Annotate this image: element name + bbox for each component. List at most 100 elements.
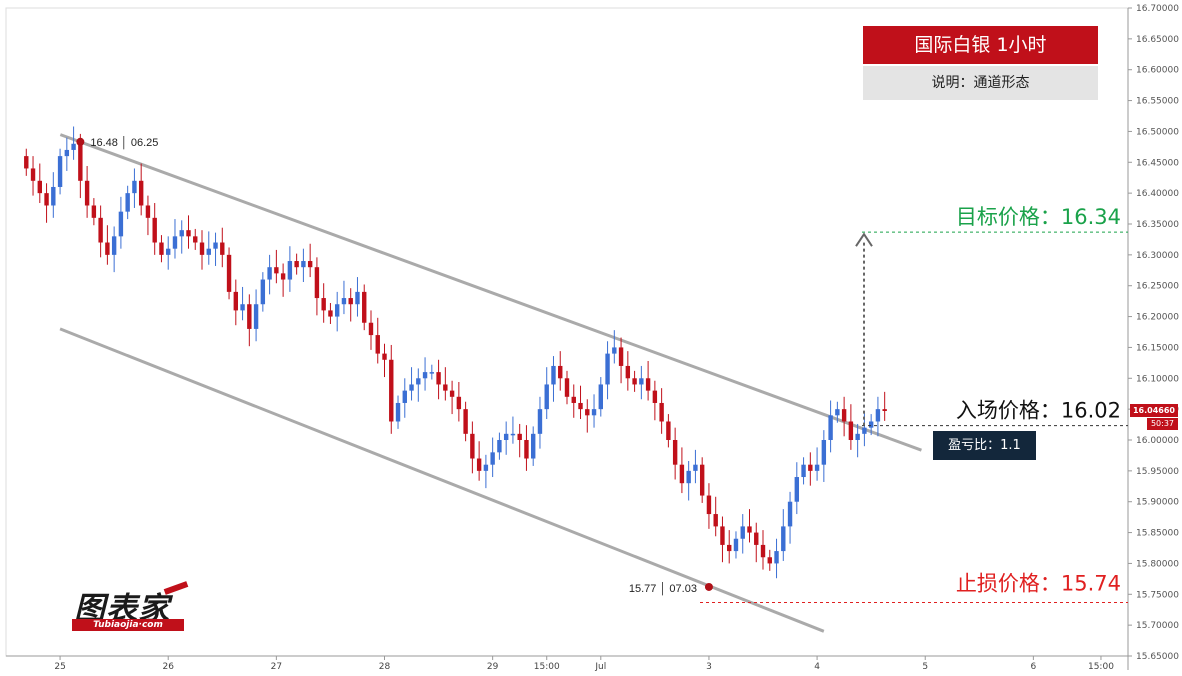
low-point-marker [704, 582, 713, 591]
candle-body [740, 526, 745, 539]
candle-body [226, 254, 232, 292]
candle-body [713, 514, 718, 527]
stop-label: 止损价格：15.74 [956, 571, 1121, 595]
x-tick-label: Jul [594, 662, 606, 672]
candle-body [375, 335, 380, 354]
candle-body [551, 365, 556, 385]
candle-body [747, 526, 752, 533]
candle-body [497, 440, 502, 453]
candle-body [105, 242, 110, 255]
y-tick-label: 15.80000 [1136, 559, 1179, 569]
candle-body [98, 217, 103, 243]
brand-logo: 图表家 Tubiaojia·com [72, 581, 198, 633]
candle-body [720, 526, 725, 545]
candle-body [287, 261, 293, 280]
risk-reward-badge: 盈亏比：1.1 [933, 431, 1036, 460]
candle-body [625, 365, 631, 379]
y-tick-label: 15.85000 [1136, 529, 1179, 539]
candle-body [84, 180, 90, 206]
y-tick-label: 16.65000 [1136, 35, 1179, 45]
candle-body [118, 211, 124, 237]
candle-body [78, 143, 83, 181]
candle-body [328, 310, 333, 317]
x-tick-label: 28 [379, 662, 391, 672]
candle-body [382, 353, 387, 360]
candle-body [639, 378, 644, 385]
candle-body [179, 230, 184, 237]
logo-text-en: Tubiaojia·com [72, 619, 184, 631]
candle-body [686, 470, 691, 484]
candle-body [645, 378, 651, 391]
candle-body [436, 372, 441, 385]
candle-body [240, 304, 245, 311]
candle-body [531, 433, 536, 459]
y-tick-label: 16.35000 [1136, 220, 1179, 230]
candle-body [368, 322, 374, 336]
candle-body [814, 464, 820, 471]
candle-body [111, 236, 117, 255]
candle-body [24, 156, 29, 169]
candle-body [348, 298, 353, 305]
candle-body [605, 353, 610, 385]
candle-body [537, 409, 543, 434]
candle-body [253, 304, 259, 329]
candle-body [483, 464, 489, 471]
candle-body [463, 409, 468, 434]
y-tick-label: 16.00000 [1136, 436, 1179, 446]
candle-body [321, 298, 326, 311]
candle-body [801, 464, 806, 478]
candle-body [186, 230, 191, 237]
candle-body [37, 180, 42, 194]
candle-body [247, 304, 252, 329]
candle-body [821, 440, 827, 465]
chart-subtitle: 说明：通道形态 [863, 66, 1098, 100]
x-tick-label: 26 [162, 662, 174, 672]
candle-body [64, 149, 70, 157]
candle-body [618, 347, 624, 366]
channel-upper-line [59, 133, 922, 452]
candle-body [774, 551, 779, 564]
candle-body [652, 390, 658, 403]
candle-body [220, 242, 225, 255]
last-price-tag: 16.04660 [1130, 404, 1178, 417]
candle-body [699, 464, 705, 496]
candle-body [416, 378, 421, 385]
candle-body [787, 501, 793, 527]
y-tick-label: 15.75000 [1136, 590, 1179, 600]
x-tick-label: 4 [814, 662, 820, 672]
candle-body [314, 267, 320, 299]
candle-body [868, 421, 874, 428]
target-arrow-head [855, 232, 873, 247]
candle-body [355, 291, 360, 305]
y-tick-label: 16.60000 [1136, 66, 1179, 76]
candle-body [422, 372, 428, 379]
candle-body [564, 378, 570, 397]
y-tick-label: 16.10000 [1136, 374, 1179, 384]
candle-body [510, 433, 516, 436]
candle-body [693, 464, 698, 471]
candle-body [835, 409, 840, 416]
candle-body [767, 557, 772, 564]
candle-body [57, 156, 63, 187]
candle-body [612, 347, 617, 354]
candle-body [558, 365, 563, 379]
y-tick-label: 15.70000 [1136, 621, 1179, 631]
x-tick-label: 15:00 [534, 662, 560, 672]
x-tick-label: 27 [271, 662, 282, 672]
x-tick-label: 29 [487, 662, 499, 672]
x-tick-label: 6 [1031, 662, 1037, 672]
x-tick-label: 15:00 [1088, 662, 1114, 672]
candle-body [632, 378, 637, 385]
candle-body [794, 477, 800, 502]
candle-body [159, 242, 164, 255]
candle-body [882, 409, 887, 411]
chart-title: 国际白银 1小时 [863, 26, 1098, 64]
candle-body [672, 440, 678, 465]
y-tick-label: 16.55000 [1136, 97, 1179, 107]
candle-body [855, 433, 860, 440]
candle-body [598, 384, 603, 410]
candle-body [301, 261, 306, 268]
y-tick-label: 15.65000 [1136, 652, 1179, 662]
candle-body [138, 180, 144, 206]
candle-body [666, 421, 671, 440]
